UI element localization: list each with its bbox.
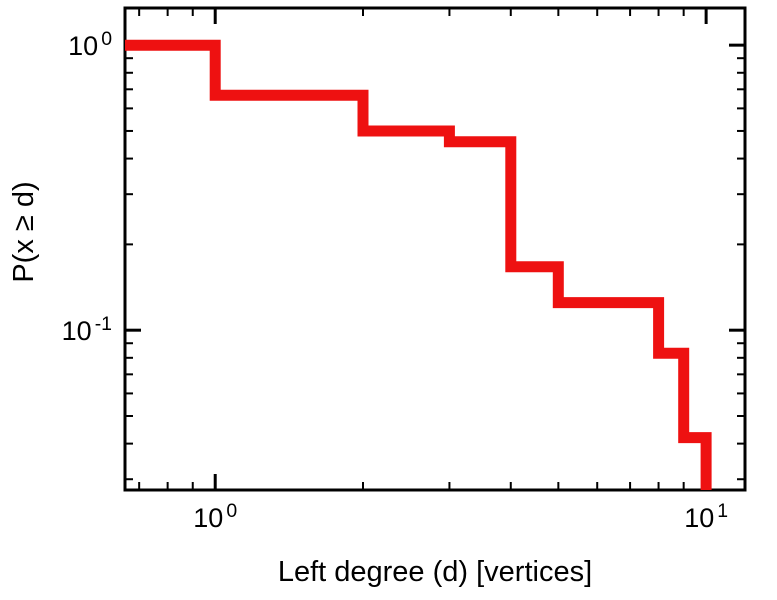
plot-frame	[123, 6, 747, 492]
x-tick-label: 10 0	[193, 500, 238, 533]
x-tick-label: 10 1	[684, 500, 729, 533]
y-axis-label-text: P(x ≥ d)	[8, 181, 40, 283]
series-left-degree-ccdf	[125, 39, 712, 490]
x-axis-label-text: Left degree (d) [vertices]	[277, 556, 593, 588]
x-axis-label: Left degree (d) [vertices]	[125, 556, 745, 589]
y-tick-label: 10 -1	[61, 313, 112, 347]
y-tick-label: 10 0	[68, 28, 112, 62]
y-axis-label: P(x ≥ d)	[6, 82, 42, 382]
